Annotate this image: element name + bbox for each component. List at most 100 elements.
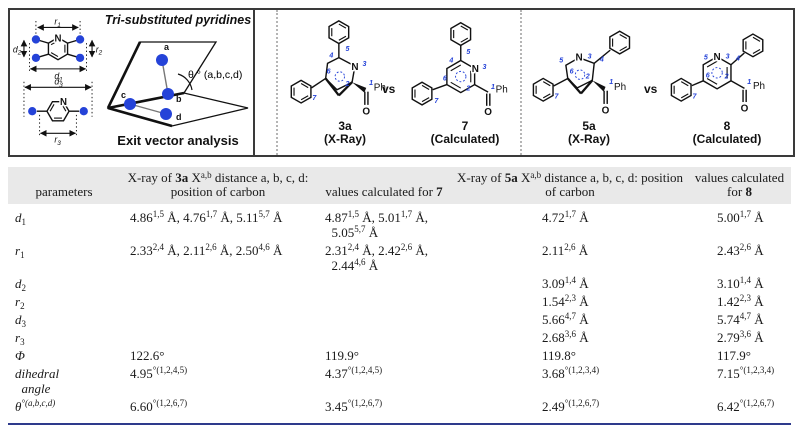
table-header-row: parameters X-ray of 3a Xa,b distance a, … xyxy=(8,167,791,204)
exit-vector-dot xyxy=(31,35,41,44)
phenyl-label: Ph xyxy=(374,83,386,94)
parameters-table: parameters X-ray of 3a Xa,b distance a, … xyxy=(8,167,791,425)
value-cell: 5.664,7 Å xyxy=(542,311,589,327)
table-row: Φ 122.6° 119.9° 119.8° 117.9° xyxy=(8,346,791,364)
param-label: Φ xyxy=(15,347,25,363)
value-cell: 2.683,6 Å xyxy=(542,329,589,345)
value-cell: 6.60°(1,2,6,7) xyxy=(130,398,188,414)
method-label: (Calculated) xyxy=(430,132,500,146)
position-number: 4 xyxy=(328,52,333,60)
table-row: θ°(a,b,c,d) 6.60°(1,2,6,7) 3.45°(1,2,6,7) 2… xyxy=(8,397,791,415)
structure-3a-label: 3a (X-Ray) xyxy=(286,120,404,146)
exit-vector-caption: Exit vector analysis xyxy=(117,133,239,148)
figure-title: Tri-substituted pyridines xyxy=(104,13,252,27)
nitrogen-label: N xyxy=(55,33,62,44)
table-row: r3 2.683,6 Å 2.793,6 Å xyxy=(8,328,791,347)
compound-id: 5a xyxy=(582,119,596,133)
structure-8-label: 8 (Calculated) xyxy=(668,120,786,146)
col-header-xray-3a: X-ray of 3a Xa,b distance a, b, c, d: po… xyxy=(127,169,309,199)
position-number: 5 xyxy=(704,54,709,62)
position-number: 3 xyxy=(726,53,730,61)
value-cell xyxy=(316,330,452,345)
point-c-label: c xyxy=(121,90,126,100)
position-number: 7 xyxy=(555,92,560,100)
value-cell: 3.101,4 Å xyxy=(717,275,764,291)
structure-7-label: 7 (Calculated) xyxy=(406,120,524,146)
exit-vector-dot xyxy=(79,107,88,116)
structure-7: N Ph O 1 2 3 4 5 6 7 xyxy=(411,22,509,120)
position-number: 5 xyxy=(559,56,564,64)
exit-vector-dot xyxy=(31,53,41,62)
point-a-dot xyxy=(156,54,168,66)
structure-5a-label: 5a (X-Ray) xyxy=(530,120,648,146)
value-cell: 4.721,7 Å xyxy=(542,209,589,225)
vs-label: vs xyxy=(382,82,396,96)
point-c-dot xyxy=(124,98,136,110)
col-header-calc-8: values calculated for 8 xyxy=(694,170,785,199)
param-label: d2 xyxy=(15,275,26,293)
pyridine-dimension-diagram: N r1 d2 r2 d1 d3 N xyxy=(13,17,103,147)
dim-label-d2: d2 xyxy=(13,44,22,56)
position-number: 4 xyxy=(735,55,740,63)
value-cell xyxy=(120,276,316,291)
position-number: 5 xyxy=(466,48,471,56)
value-cell: 119.9° xyxy=(325,347,359,363)
position-number: 6 xyxy=(570,68,574,76)
oxygen-label: O xyxy=(484,107,492,118)
value-cell: 4.871,5 Å, 5.011,7 Å, 5.055,7 Å xyxy=(325,209,429,240)
value-cell: 2.432,6 Å xyxy=(717,242,764,258)
param-label: d1 xyxy=(15,209,26,227)
structure-3a: N Ph O 1 2 3 4 5 6 7 xyxy=(290,20,387,119)
value-cell: 6.42°(1,2,6,7) xyxy=(717,398,775,414)
value-cell: 122.6° xyxy=(130,347,165,363)
position-number: 5 xyxy=(345,45,350,53)
structure-8: N Ph O 1 2 3 4 5 6 7 xyxy=(670,33,767,116)
col-header-calc-7: values calculated for 7 xyxy=(325,184,443,199)
point-d-dot xyxy=(160,108,172,120)
vs-label: vs xyxy=(644,82,658,96)
theta-angle-label: θ ° (a,b,c,d) xyxy=(188,69,242,81)
value-cell: 1.422,3 Å xyxy=(717,293,764,309)
compound-id: 3a xyxy=(338,119,352,133)
position-number: 4 xyxy=(448,56,453,64)
phenyl-label: Ph xyxy=(614,82,626,93)
compound-id: 7 xyxy=(461,119,469,133)
table-row: d2 3.091,4 Å 3.101,4 Å xyxy=(8,274,791,293)
value-cell: 2.49°(1,2,6,7) xyxy=(542,398,600,414)
value-cell xyxy=(316,312,452,327)
value-cell xyxy=(316,276,452,291)
point-b-label: b xyxy=(176,94,182,104)
point-b-dot xyxy=(162,88,174,100)
value-cell: 7.15°(1,2,3,4) xyxy=(717,365,775,381)
dim-label-r3: r3 xyxy=(54,134,61,146)
phenyl-label: Ph xyxy=(496,85,508,96)
param-label: d3 xyxy=(15,311,26,329)
oxygen-label: O xyxy=(362,106,370,117)
value-cell xyxy=(120,312,316,327)
compound-id: 8 xyxy=(723,119,731,133)
oxygen-label: O xyxy=(741,103,749,114)
table-row: r1 2.332,4 Å, 2.112,6 Å, 2.504,6 Å 2.312,4… xyxy=(8,241,791,274)
position-number: 6 xyxy=(443,74,447,82)
panel-divider xyxy=(253,10,255,155)
value-cell: 2.112,6 Å xyxy=(542,242,589,258)
col-header-parameters: parameters xyxy=(35,184,93,199)
position-number: 2 xyxy=(344,80,349,88)
position-number: 1 xyxy=(609,78,613,86)
value-cell: 5.001,7 Å xyxy=(717,209,764,225)
method-label: (Calculated) xyxy=(692,132,762,146)
position-number: 7 xyxy=(693,92,698,100)
structure-5a: N Ph O 1 2 3 4 5 6 7 xyxy=(532,30,631,118)
exit-vector-diagram: a b c d θ ° (a,b,c,d) xyxy=(106,41,249,128)
nitrogen-label: N xyxy=(576,53,583,64)
nitrogen-label: N xyxy=(351,62,358,73)
exit-vector-dot xyxy=(75,35,85,44)
position-number: 3 xyxy=(362,60,366,68)
position-number: 4 xyxy=(599,55,604,63)
value-cell: 4.861,5 Å, 4.761,7 Å, 5.115,7 Å xyxy=(130,209,283,225)
panel-divider-dotted xyxy=(276,10,278,155)
value-cell: 3.45°(1,2,6,7) xyxy=(325,398,383,414)
param-label: r1 xyxy=(15,242,25,260)
value-cell: 3.091,4 Å xyxy=(542,275,589,291)
position-number: 1 xyxy=(491,83,495,91)
